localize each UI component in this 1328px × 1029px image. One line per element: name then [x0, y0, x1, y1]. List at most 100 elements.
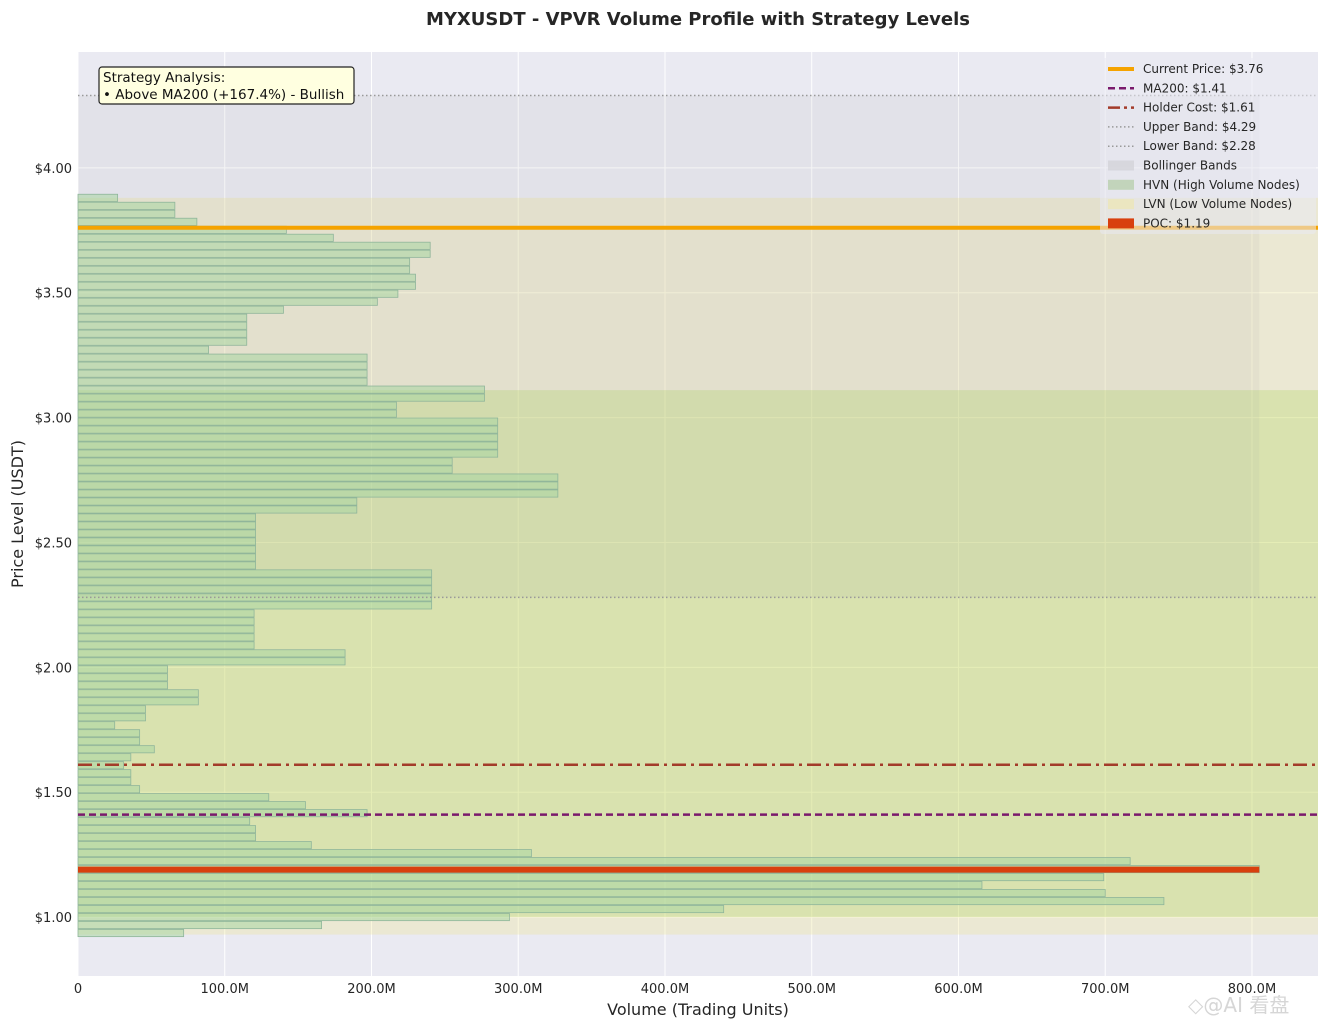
volume-bar: [77, 793, 270, 802]
volume-bar: [77, 649, 346, 658]
volume-bar: [77, 217, 198, 226]
legend-label: POC: $1.19: [1143, 216, 1210, 230]
volume-bar: [77, 441, 499, 450]
volume-bar: [77, 193, 119, 202]
x-tick-label: 300.0M: [494, 982, 542, 997]
volume-bar: [77, 433, 499, 442]
x-tick-label: 0: [74, 982, 82, 997]
volume-bar: [77, 737, 141, 746]
legend-swatch: [1108, 199, 1134, 210]
volume-bar: [77, 681, 168, 690]
volume-bar: [77, 513, 256, 522]
y-tick-label: $4.00: [35, 162, 72, 177]
x-tick-label: 800.0M: [1228, 982, 1276, 997]
volume-bar: [77, 697, 199, 706]
volume-bar: [77, 889, 1106, 898]
annotation-text: • Above MA200 (+167.4%) - Bullish: [103, 87, 344, 103]
volume-bar: [77, 457, 453, 466]
volume-bar: [77, 769, 132, 778]
volume-bar: [77, 673, 168, 682]
y-axis-ticks: $1.00 $1.50 $2.00 $2.50 $3.00 $3.50 $4.00: [35, 162, 72, 926]
volume-bar: [77, 705, 146, 714]
x-axis-label: Volume (Trading Units): [607, 1000, 789, 1019]
legend-swatch: [1108, 218, 1134, 229]
volume-bar: [77, 401, 397, 410]
volume-bar: [77, 929, 185, 938]
y-tick-label: $1.50: [35, 786, 72, 801]
volume-bar: [77, 817, 251, 826]
volume-bar: [77, 625, 255, 634]
legend-box: [1100, 58, 1316, 234]
volume-bar: [77, 521, 256, 530]
annotation-box: [98, 66, 355, 105]
volume-bar: [77, 913, 510, 922]
volume-bar: [77, 745, 155, 754]
volume-bar: [77, 417, 499, 426]
volume-bar: [77, 897, 1165, 906]
volume-bar: [77, 873, 1105, 882]
y-axis-label: Price Level (USDT): [8, 440, 27, 588]
volume-bar: [77, 617, 255, 626]
x-tick-label: 400.0M: [641, 982, 689, 997]
volume-bar: [77, 209, 176, 218]
legend-label: Lower Band: $2.28: [1143, 139, 1256, 153]
annotation-title: Strategy Analysis:: [103, 70, 225, 86]
volume-bar: [77, 249, 431, 258]
y-tick-label: $3.00: [35, 412, 72, 427]
volume-bar: [77, 753, 132, 762]
volume-bar: [77, 689, 199, 698]
volume-bar: [77, 713, 146, 722]
x-axis-ticks: 0 100.0M 200.0M 300.0M 400.0M 500.0M 600.0M 700…: [74, 982, 1276, 997]
volume-bar: [77, 313, 248, 322]
volume-bar: [77, 609, 255, 618]
volume-bar: [77, 721, 116, 730]
volume-bar: [77, 553, 256, 562]
volume-bar: [77, 729, 141, 738]
x-tick-label: 500.0M: [788, 982, 836, 997]
legend: Current Price: $3.76 MA200: $1.41 Holder C…: [1100, 58, 1316, 234]
volume-bar: [77, 257, 411, 266]
legend-label: Current Price: $3.76: [1143, 62, 1263, 76]
volume-bar: [77, 321, 248, 330]
volume-bar: [77, 385, 485, 394]
volume-bar: [77, 633, 255, 642]
volume-bar: [77, 641, 255, 650]
volume-bar: [77, 369, 368, 378]
volume-bar: [77, 777, 132, 786]
regions: [78, 95, 1318, 935]
volume-bar: [77, 297, 378, 306]
legend-label: Holder Cost: $1.61: [1143, 101, 1255, 115]
legend-label: Bollinger Bands: [1143, 159, 1237, 173]
volume-bar: [77, 337, 248, 346]
volume-bar: [77, 825, 256, 834]
volume-bar: [77, 585, 433, 594]
volume-bar: [77, 265, 411, 274]
volume-bar: [77, 345, 210, 354]
volume-bar: [77, 273, 416, 282]
y-tick-label: $2.50: [35, 536, 72, 551]
volume-bar: [77, 905, 725, 914]
volume-bar: [77, 393, 485, 402]
x-tick-label: 600.0M: [934, 982, 982, 997]
chart-title: MYXUSDT - VPVR Volume Profile with Strat…: [426, 9, 970, 30]
volume-bar: [77, 849, 532, 858]
volume-bar: [77, 665, 168, 674]
x-tick-label: 700.0M: [1081, 982, 1129, 997]
legend-label: HVN (High Volume Nodes): [1143, 178, 1300, 192]
volume-bar: [77, 281, 416, 290]
volume-bar: [77, 657, 346, 666]
volume-bar: [77, 473, 559, 482]
legend-swatch: [1108, 160, 1134, 171]
volume-bar: [77, 569, 433, 578]
volume-bar: [77, 881, 983, 890]
volume-bar: [77, 329, 248, 338]
legend-label: Upper Band: $4.29: [1143, 120, 1256, 134]
y-tick-label: $2.00: [35, 661, 72, 676]
volume-bar: [77, 489, 559, 498]
volume-bar: [77, 809, 368, 818]
volume-bar: [77, 289, 399, 298]
volume-bar: [77, 361, 368, 370]
volume-bar: [77, 497, 358, 506]
strategy-annotation: Strategy Analysis: • Above MA200 (+167.4…: [98, 66, 355, 105]
